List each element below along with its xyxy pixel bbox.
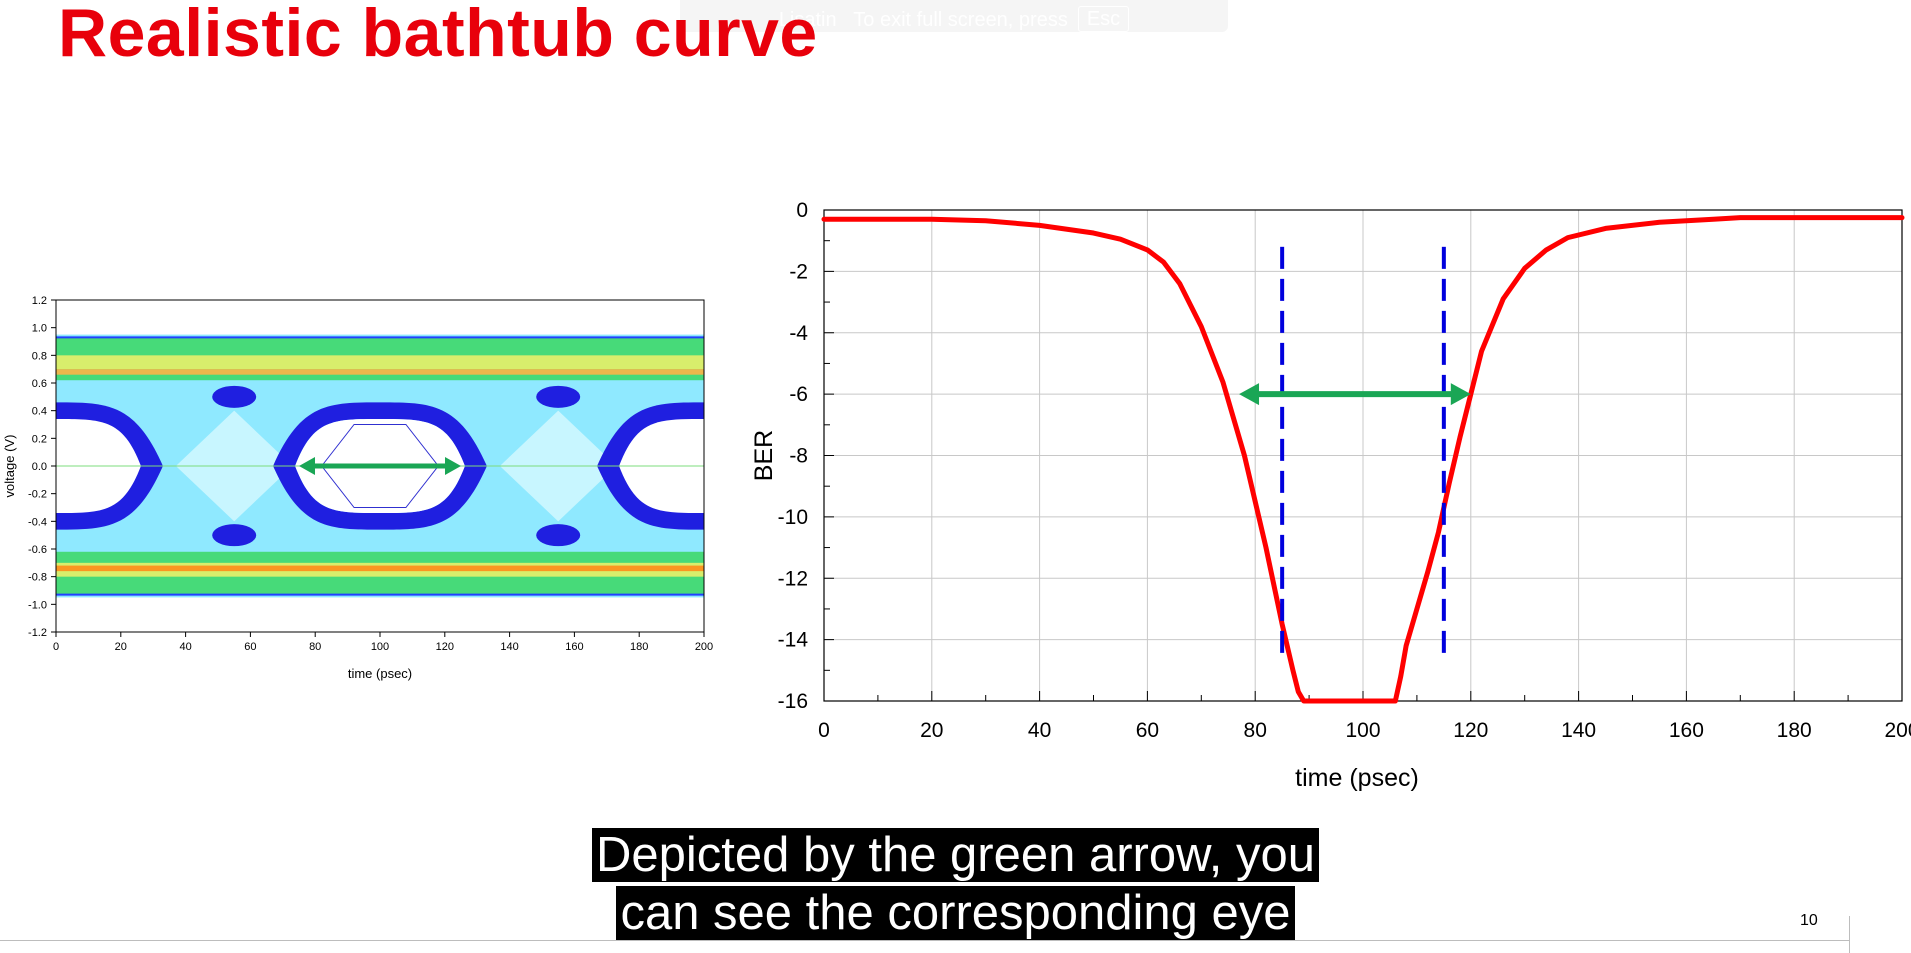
- ber-x-tick-label: 60: [1136, 719, 1159, 742]
- eye-y-tick-label: 0.0: [32, 461, 47, 473]
- esc-key-hint: Esc: [1077, 6, 1130, 32]
- eye-y-tick-label: -0.2: [28, 489, 47, 501]
- ber-grid: [823, 209, 1903, 702]
- eye-rail-band: [56, 355, 704, 370]
- eye-y-tick-label: 1.0: [32, 323, 47, 335]
- ber-x-tick-label: 120: [1453, 719, 1488, 742]
- ber-y-tick-label: -14: [778, 629, 809, 652]
- slide-page-number: 10: [1800, 912, 1818, 929]
- eye-x-tick-label: 180: [630, 641, 648, 653]
- eye-y-tick-label: 0.4: [32, 406, 47, 418]
- eye-x-tick-label: 200: [695, 641, 713, 653]
- eye-y-tick-label: -1.2: [28, 627, 47, 639]
- eye-x-axis-label: time (psec): [348, 666, 412, 681]
- ber-x-tick-label: 20: [920, 719, 943, 742]
- eye-opening-arrow-head-left: [299, 457, 315, 475]
- eye-x-tick-label: 60: [244, 641, 256, 653]
- eye-lower-lobe: [536, 524, 581, 547]
- caption-line-2: can see the corresponding eye: [616, 886, 1295, 940]
- eye-y-tick-label: -1.0: [28, 599, 47, 611]
- footer-divider: [0, 940, 1850, 941]
- ber-y-tick-label: 0: [796, 199, 808, 222]
- ber-y-tick-label: -12: [778, 567, 808, 590]
- banner-prefix: Lisatin: [778, 9, 837, 31]
- ber-y-tick-label: -6: [789, 383, 808, 406]
- eye-x-tick-label: 80: [309, 641, 321, 653]
- eye-x-tick-label: 20: [115, 641, 127, 653]
- ber-x-tick-label: 160: [1669, 719, 1704, 742]
- ber-x-axis-label: time (psec): [1295, 764, 1419, 792]
- ber-axes: 0 20 40 60 80 100 120 140 160 180 200 0 -2 -4 -6 -8 -10 -…: [778, 199, 1911, 742]
- ber-x-tick-label: 80: [1244, 719, 1267, 742]
- eye-x-tick-label: 0: [53, 641, 59, 653]
- eye-opening-arrow-head-right: [445, 457, 461, 475]
- bathtub-curve-chart: 0 20 40 60 80 100 120 140 160 180 200 0 -2 -4 -6 -8 -10 -…: [750, 199, 1911, 792]
- ber-x-tick-label: 180: [1777, 719, 1812, 742]
- eye-upper-lobe: [212, 385, 257, 408]
- caption-subtitle: Depicted by the green arrow, you can see…: [0, 826, 1911, 942]
- ber-y-tick-label: -8: [789, 445, 808, 468]
- banner-message: To exit full screen, press: [853, 9, 1068, 31]
- eye-upper-lobe: [536, 385, 581, 408]
- eye-x-tick-label: 160: [565, 641, 583, 653]
- eye-axes: 0 20 40 60 80 100 120 140 160 180 200 1.2 1.0 0.8 0.6 0…: [28, 295, 713, 653]
- eye-diagram-chart: 0 20 40 60 80 100 120 140 160 180 200 1.2 1.0 0.8 0.6 0…: [2, 295, 713, 681]
- eye-x-tick-label: 40: [179, 641, 191, 653]
- eye-y-tick-label: -0.6: [28, 544, 47, 556]
- ber-x-tick-label: 100: [1345, 719, 1380, 742]
- eye-rail-band: [56, 565, 704, 572]
- eye-plot-area: [56, 334, 704, 598]
- ber-x-tick-label: 40: [1028, 719, 1051, 742]
- eye-y-axis-label: voltage (V): [2, 435, 17, 498]
- fullscreen-exit-banner: Lisatin To exit full screen, press Esc: [680, 0, 1228, 32]
- eye-lower-lobe: [212, 524, 257, 547]
- ber-arrow-head-right: [1450, 383, 1471, 406]
- eye-x-tick-label: 140: [500, 641, 518, 653]
- ber-y-axis-label: BER: [750, 430, 778, 481]
- ber-x-tick-label: 140: [1561, 719, 1596, 742]
- ber-arrow-head-left: [1239, 383, 1260, 406]
- caption-line-1: Depicted by the green arrow, you: [591, 828, 1320, 882]
- eye-x-tick-label: 100: [371, 641, 389, 653]
- ber-x-tick-label: 200: [1884, 719, 1911, 742]
- eye-y-tick-label: -0.8: [28, 572, 47, 584]
- eye-y-tick-label: 0.2: [32, 433, 47, 445]
- ber-y-tick-label: -4: [789, 322, 808, 345]
- ber-y-tick-label: -2: [789, 260, 808, 283]
- eye-y-tick-label: 1.2: [32, 295, 47, 307]
- eye-x-tick-label: 120: [436, 641, 454, 653]
- ber-y-tick-label: -10: [778, 506, 808, 529]
- eye-y-tick-label: 0.6: [32, 378, 47, 390]
- ber-bathtub-curve: [821, 215, 1905, 704]
- eye-rail-band: [56, 369, 704, 375]
- footer-divider-vertical: [1849, 916, 1850, 953]
- ber-x-tick-label: 0: [818, 719, 830, 742]
- ber-marks: [821, 215, 1905, 704]
- eye-y-tick-label: 0.8: [32, 350, 47, 362]
- slide-title: Realistic bathtub curve: [58, 0, 818, 71]
- eye-y-tick-label: -0.4: [28, 516, 47, 528]
- ber-y-tick-label: -16: [778, 690, 808, 713]
